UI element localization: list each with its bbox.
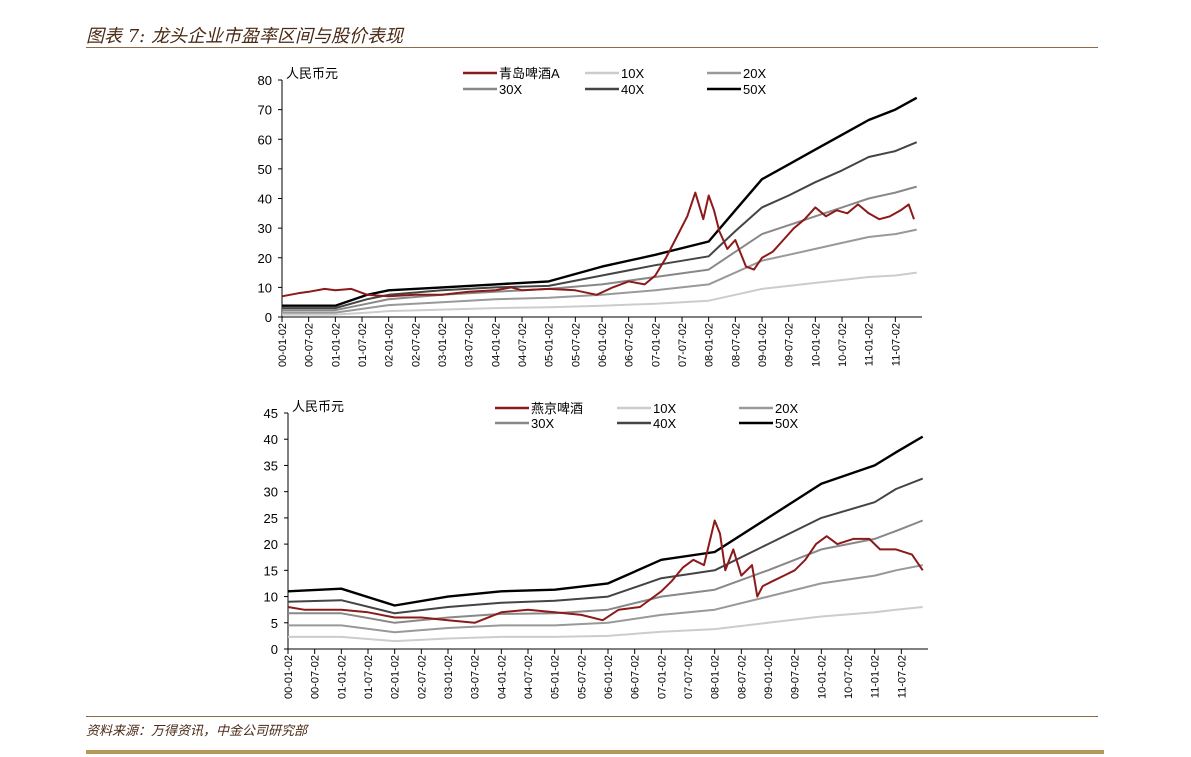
chart2-legend-label-30x: 30X <box>531 416 554 431</box>
chart1-y-tick-label: 30 <box>258 221 272 236</box>
chart1-x-tick-label: 03-01-02 <box>437 323 449 367</box>
footer-bar <box>86 750 1104 754</box>
chart2-x-tick-label: 04-01-02 <box>496 655 508 699</box>
chart1-x-tick-label: 00-07-02 <box>304 323 316 367</box>
chart1-series-stock <box>281 191 915 298</box>
chart1-x-tick-label: 01-01-02 <box>330 323 342 367</box>
chart1-x-tick-label: 03-07-02 <box>464 323 476 367</box>
chart2-x-tick-label: 09-01-02 <box>763 655 775 699</box>
chart1-x-tick-label: 10-07-02 <box>837 323 849 367</box>
chart1-x-tick-label: 07-07-02 <box>677 323 689 367</box>
chart1-legend-label-50x: 50X <box>743 82 766 97</box>
chart1-y-tick-label: 20 <box>258 251 272 266</box>
chart1-series-50x <box>282 96 918 307</box>
chart2-legend-label-20x: 20X <box>775 401 798 416</box>
chart2-legend-label-40x: 40X <box>653 416 676 431</box>
chart1-y-axis-label: 人民币元 <box>286 66 338 81</box>
chart1-x-tick-label: 01-07-02 <box>357 323 369 367</box>
chart2-y-tick-label: 25 <box>264 511 278 526</box>
chart2-x-tick-label: 01-01-02 <box>336 655 348 699</box>
chart2-x-tick-label: 02-07-02 <box>416 655 428 699</box>
chart2-x-tick-label: 05-07-02 <box>576 655 588 699</box>
chart2-x-tick-label: 10-07-02 <box>843 655 855 699</box>
source-note: 资料来源：万得资讯，中金公司研究部 <box>86 724 308 739</box>
chart1-legend-label-stock: 青岛啤酒A <box>499 66 560 81</box>
chart1-series-30x <box>282 185 917 312</box>
chart1-legend-label-40x: 40X <box>621 82 644 97</box>
chart2-y-tick-label: 40 <box>264 432 278 447</box>
chart2-x-tick-label: 08-07-02 <box>736 655 748 699</box>
chart1-y-tick-label: 50 <box>258 162 272 177</box>
bottom-divider <box>86 716 1098 717</box>
chart1-x-tick-label: 02-07-02 <box>410 323 422 367</box>
chart2-x-tick-label: 11-01-02 <box>870 655 882 698</box>
chart1-series-20x <box>282 228 917 314</box>
chart1-x-tick-label: 09-01-02 <box>757 323 769 367</box>
chart1-y-tick-label: 40 <box>258 192 272 207</box>
chart1-x-tick-label: 04-07-02 <box>517 323 529 367</box>
chart2-x-tick-label: 08-01-02 <box>710 655 722 699</box>
chart1-x-tick-label: 08-07-02 <box>730 323 742 367</box>
chart1-x-tick-label: 06-01-02 <box>597 323 609 367</box>
chart2-y-tick-label: 5 <box>271 616 278 631</box>
chart2-x-tick-label: 10-01-02 <box>816 655 828 699</box>
chart1-x-tick-label: 02-01-02 <box>384 323 396 367</box>
chart1-x-tick-label: 09-07-02 <box>784 323 796 367</box>
chart1-y-tick-label: 80 <box>258 73 272 88</box>
chart2-x-tick-label: 06-01-02 <box>603 655 615 699</box>
chart2-series-10x <box>288 606 923 643</box>
chart2-legend-label-stock: 燕京啤酒 <box>531 401 583 416</box>
chart2-y-tick-label: 45 <box>264 406 278 421</box>
chart2-y-tick-label: 30 <box>264 485 278 500</box>
chart1-x-tick-label: 05-07-02 <box>570 323 582 367</box>
chart1-y-tick-label: 70 <box>258 103 272 118</box>
chart2-x-tick-label: 05-01-02 <box>550 655 562 699</box>
chart1-x-tick-label: 11-01-02 <box>864 323 876 366</box>
chart1-y-tick-label: 60 <box>258 132 272 147</box>
chart2-series-20x <box>288 564 923 634</box>
chart1-y-tick-label: 10 <box>258 280 272 295</box>
chart2-x-tick-label: 11-07-02 <box>896 655 908 698</box>
chart2-legend-label-50x: 50X <box>775 416 798 431</box>
chart2-x-tick-label: 01-07-02 <box>363 655 375 699</box>
chart1-legend-label-10x: 10X <box>621 66 644 81</box>
chart2-y-tick-label: 0 <box>271 642 278 657</box>
chart1-x-tick-label: 00-01-02 <box>277 323 289 367</box>
chart2-x-tick-label: 02-01-02 <box>390 655 402 699</box>
page-title: 图表 7: 龙头企业市盈率区间与股价表现 <box>86 26 403 47</box>
chart2-x-tick-label: 00-07-02 <box>310 655 322 699</box>
chart2-series-30x <box>288 519 924 624</box>
chart1-x-tick-label: 05-01-02 <box>544 323 556 367</box>
chart2-y-tick-label: 20 <box>264 537 278 552</box>
chart2-x-tick-label: 07-01-02 <box>656 655 668 699</box>
chart2-series-stock <box>287 519 924 624</box>
chart2-y-tick-label: 15 <box>264 563 278 578</box>
chart1-series-10x <box>282 271 917 316</box>
chart2-x-tick-label: 07-07-02 <box>683 655 695 699</box>
chart2-x-tick-label: 06-07-02 <box>630 655 642 699</box>
chart2-legend-label-10x: 10X <box>653 401 676 416</box>
chart2-x-tick-label: 03-01-02 <box>443 655 455 699</box>
chart2-x-tick-label: 00-01-02 <box>283 655 295 699</box>
top-divider <box>86 47 1098 48</box>
chart2-x-tick-label: 04-07-02 <box>523 655 535 699</box>
chart2-y-tick-label: 10 <box>264 590 278 605</box>
chart1-x-tick-label: 07-01-02 <box>650 323 662 367</box>
chart1-legend-label-30x: 30X <box>499 82 522 97</box>
chart2-x-tick-label: 03-07-02 <box>470 655 482 699</box>
chart1-x-tick-label: 06-07-02 <box>624 323 636 367</box>
chart1-x-tick-label: 04-01-02 <box>490 323 502 367</box>
chart1-x-tick-label: 11-07-02 <box>890 323 902 366</box>
chart1-x-tick-label: 10-01-02 <box>810 323 822 367</box>
chart1-y-tick-label: 0 <box>265 310 272 325</box>
chart2-y-axis-label: 人民币元 <box>292 399 344 414</box>
chart2-series-40x <box>287 477 924 615</box>
chart2-x-tick-label: 09-07-02 <box>790 655 802 699</box>
chart1-x-tick-label: 08-01-02 <box>704 323 716 367</box>
chart2-y-tick-label: 35 <box>264 458 278 473</box>
chart1-legend-label-20x: 20X <box>743 66 766 81</box>
chart2-series-50x <box>287 435 924 607</box>
